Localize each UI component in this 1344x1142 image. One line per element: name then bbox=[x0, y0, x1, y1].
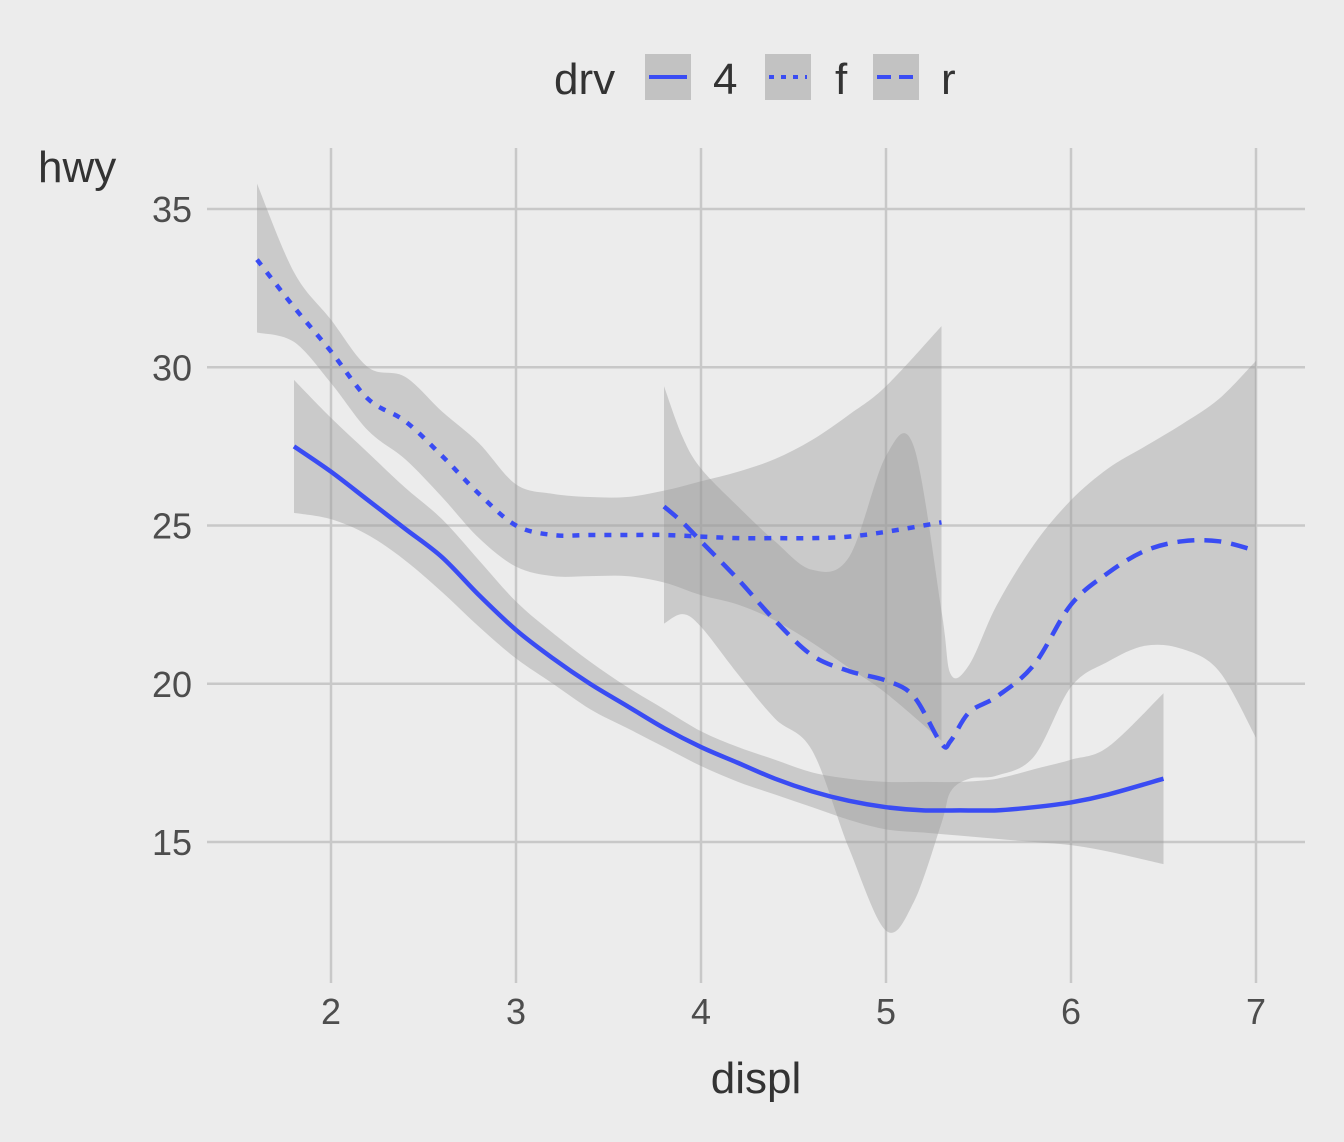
x-axis-title: displ bbox=[711, 1054, 802, 1103]
confidence-band-r bbox=[664, 360, 1256, 933]
series-line-4 bbox=[292, 444, 1165, 813]
legend: drv 4 f r bbox=[554, 54, 956, 104]
series-line-f bbox=[255, 258, 942, 541]
confidence-band-4 bbox=[294, 379, 1164, 865]
confidence-band-f bbox=[257, 183, 942, 741]
smooth-lines bbox=[255, 258, 1257, 813]
legend-label-4: 4 bbox=[713, 55, 737, 104]
legend-item-4: 4 bbox=[645, 54, 737, 104]
x-tick-label: 6 bbox=[1061, 991, 1081, 1032]
legend-item-f: f bbox=[765, 54, 848, 104]
legend-label-r: r bbox=[941, 55, 956, 104]
x-tick-label: 7 bbox=[1246, 991, 1266, 1032]
x-tick-label: 3 bbox=[506, 991, 526, 1032]
y-tick-label: 15 bbox=[152, 822, 192, 863]
grid bbox=[207, 148, 1305, 983]
legend-title: drv bbox=[554, 55, 615, 104]
y-tick-label: 30 bbox=[152, 347, 192, 388]
legend-label-f: f bbox=[835, 55, 848, 104]
series-line-r bbox=[662, 504, 1257, 750]
x-tick-label: 5 bbox=[876, 991, 896, 1032]
confidence-bands bbox=[257, 183, 1256, 933]
tick-labels: 2 3 4 5 6 7 15 20 25 30 35 bbox=[152, 189, 1266, 1032]
y-tick-label: 25 bbox=[152, 506, 192, 547]
x-tick-label: 2 bbox=[321, 991, 341, 1032]
y-tick-label: 20 bbox=[152, 664, 192, 705]
legend-item-r: r bbox=[873, 54, 956, 104]
y-axis-title: hwy bbox=[38, 143, 116, 192]
x-tick-label: 4 bbox=[691, 991, 711, 1032]
y-tick-label: 35 bbox=[152, 189, 192, 230]
